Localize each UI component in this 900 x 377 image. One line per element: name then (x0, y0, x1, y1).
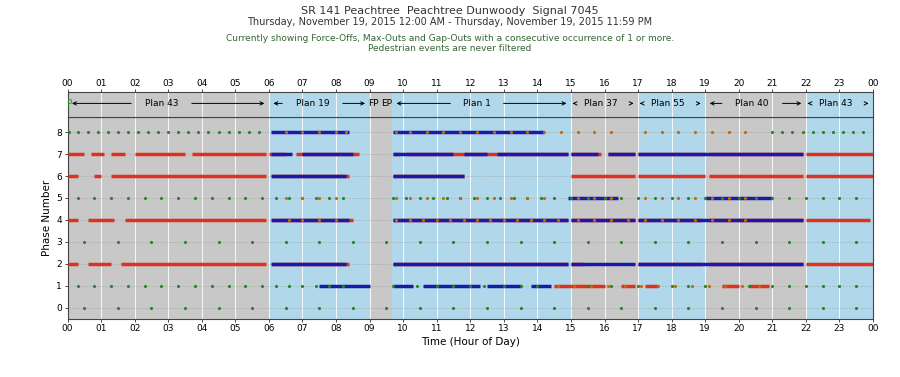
Bar (706, 117, 806, 319)
Text: Plan 19: Plan 19 (296, 99, 329, 108)
Text: Plan 37: Plan 37 (584, 99, 618, 108)
Bar (370, 117, 381, 319)
Text: Plan 1: Plan 1 (463, 99, 491, 108)
Y-axis label: Phase Number: Phase Number (42, 179, 52, 256)
Bar (381, 117, 392, 319)
Bar (706, 92, 806, 117)
Bar (571, 92, 638, 117)
Text: FP: FP (368, 99, 378, 108)
Bar (370, 92, 381, 117)
Bar (638, 92, 706, 117)
Bar (806, 117, 873, 319)
Bar (269, 117, 370, 319)
Bar (269, 92, 370, 117)
Text: Thursday, November 19, 2015 12:00 AM - Thursday, November 19, 2015 11:59 PM: Thursday, November 19, 2015 12:00 AM - T… (248, 17, 652, 27)
Text: EP: EP (381, 99, 392, 108)
Text: SR 141 Peachtree  Peachtree Dunwoody  Signal 7045: SR 141 Peachtree Peachtree Dunwoody Sign… (302, 6, 598, 16)
Text: Plan 43: Plan 43 (145, 99, 178, 108)
Text: Currently showing Force-Offs, Max-Outs and Gap-Outs with a consecutive occurrenc: Currently showing Force-Offs, Max-Outs a… (226, 34, 674, 43)
Bar (571, 117, 638, 319)
Bar (68, 117, 269, 319)
Text: Plan 40: Plan 40 (735, 99, 769, 108)
Bar (392, 117, 571, 319)
Bar (806, 92, 873, 117)
Bar (638, 117, 706, 319)
Text: P: P (67, 99, 72, 108)
Bar (392, 92, 571, 117)
Text: Plan 43: Plan 43 (819, 99, 853, 108)
Bar (381, 92, 392, 117)
Bar (68, 92, 269, 117)
Text: Pedestrian events are never filtered: Pedestrian events are never filtered (368, 44, 532, 53)
X-axis label: Time (Hour of Day): Time (Hour of Day) (421, 337, 519, 347)
Text: Plan 55: Plan 55 (652, 99, 685, 108)
